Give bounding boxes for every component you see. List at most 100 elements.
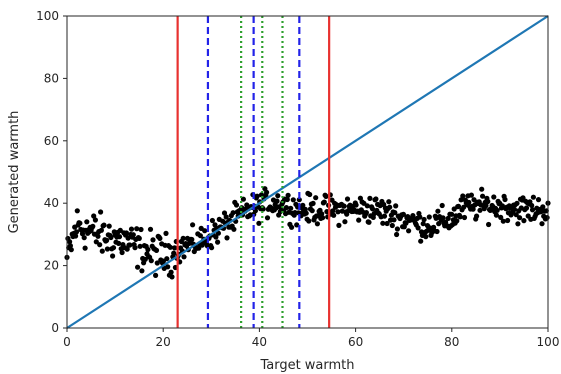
data-point (521, 218, 527, 224)
data-point (498, 214, 504, 220)
data-point (331, 212, 337, 218)
data-point (480, 193, 486, 199)
data-point (153, 247, 160, 253)
data-point (391, 217, 397, 223)
data-point (353, 202, 359, 208)
data-point (369, 206, 376, 212)
data-point (157, 235, 163, 241)
data-point (435, 208, 441, 214)
data-point (98, 227, 104, 233)
y-tick-label: 60 (44, 134, 59, 148)
data-point (230, 210, 236, 216)
data-point (165, 264, 171, 270)
data-point (181, 254, 187, 260)
data-point (209, 217, 215, 224)
data-point (171, 250, 177, 256)
x-tick-label: 80 (444, 335, 459, 349)
axes-frame (66, 15, 549, 329)
data-point (289, 224, 295, 230)
data-point (500, 218, 506, 224)
x-tick-label: 40 (252, 335, 267, 349)
diagonal-line (66, 15, 549, 329)
data-point (494, 207, 500, 213)
data-point (167, 244, 173, 250)
data-point (380, 220, 386, 226)
data-point (394, 226, 400, 232)
data-point (373, 196, 379, 202)
data-point (67, 243, 73, 249)
data-point (493, 212, 499, 218)
data-point (314, 221, 320, 227)
data-point (335, 209, 341, 215)
data-point (529, 207, 536, 213)
data-point (486, 221, 492, 228)
data-point (514, 200, 520, 206)
data-point (423, 234, 429, 240)
data-point (215, 239, 221, 245)
data-point (320, 215, 326, 221)
data-point (470, 206, 476, 212)
data-point (477, 207, 483, 213)
data-point (95, 233, 101, 239)
data-point (323, 193, 329, 199)
data-point (137, 243, 143, 249)
data-point (106, 223, 112, 229)
data-point (221, 210, 228, 216)
y-tick-label: 100 (36, 9, 59, 23)
data-point (386, 199, 392, 205)
data-point (366, 219, 372, 225)
data-point (73, 233, 79, 239)
data-point (147, 226, 154, 232)
data-point (426, 214, 432, 220)
data-point (418, 238, 424, 244)
data-point (104, 246, 110, 252)
data-point (491, 194, 497, 200)
data-point (342, 219, 348, 225)
axis-ticks: 0 20 40 60 80 100 0 20 40 60 80 100 (36, 9, 559, 349)
data-point (483, 202, 489, 209)
data-point (387, 204, 393, 210)
data-point (300, 202, 306, 208)
data-point (306, 218, 312, 224)
data-point (445, 215, 451, 221)
data-point (110, 253, 116, 259)
data-point (197, 233, 203, 239)
data-point (67, 239, 73, 245)
data-point (303, 210, 309, 216)
data-point (98, 209, 104, 215)
y-tick-label: 80 (44, 71, 59, 85)
data-point (288, 205, 294, 211)
data-point (517, 215, 523, 221)
data-point (190, 222, 196, 228)
data-point (515, 221, 521, 227)
data-point (440, 215, 446, 221)
data-point (202, 228, 208, 234)
x-axis-label: Target warmth (259, 358, 354, 373)
data-point (116, 240, 122, 246)
data-point (164, 256, 170, 262)
data-point (124, 246, 130, 252)
x-tick-label: 0 (63, 335, 71, 349)
data-point (540, 204, 546, 210)
data-point (77, 220, 83, 226)
data-point (403, 220, 409, 226)
data-point (313, 195, 319, 201)
data-point (294, 222, 300, 228)
data-point (502, 196, 508, 203)
data-point (284, 196, 290, 203)
data-point (367, 195, 373, 201)
data-point (139, 268, 145, 274)
data-point (336, 222, 342, 228)
data-point (84, 219, 90, 225)
data-point (233, 202, 240, 208)
data-point (123, 230, 129, 236)
data-point (394, 231, 400, 238)
data-point (274, 198, 280, 204)
data-point (454, 218, 460, 224)
data-point (130, 232, 136, 238)
data-point (189, 236, 195, 243)
data-point (275, 193, 281, 199)
data-point (119, 249, 125, 256)
data-point (535, 197, 542, 203)
